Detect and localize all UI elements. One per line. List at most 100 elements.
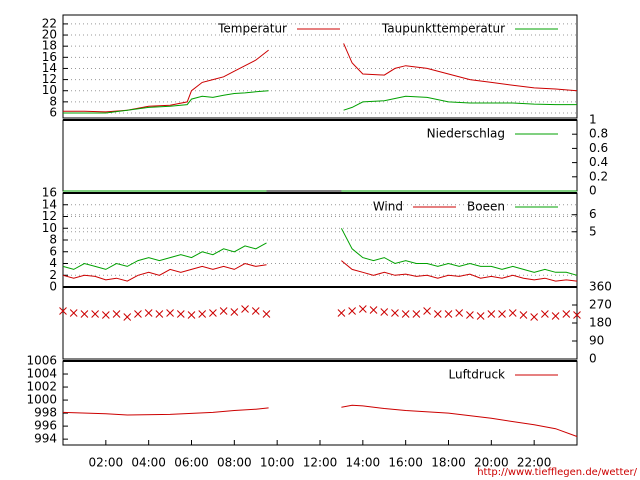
direction-point — [487, 310, 496, 318]
direction-point — [198, 310, 207, 318]
tick-label: 1000 — [26, 393, 57, 407]
x-tick-label: 16:00 — [388, 456, 423, 470]
x-tick-label: 20:00 — [474, 456, 509, 470]
x-tick-label: 06:00 — [174, 456, 209, 470]
tick-label: 6 — [49, 244, 57, 258]
tick-label: 0.6 — [589, 141, 608, 155]
series-line — [62, 404, 578, 437]
direction-point — [209, 309, 217, 317]
x-tick-label: 04:00 — [131, 456, 166, 470]
direction-point — [412, 310, 421, 318]
tick-label: 6 — [589, 207, 597, 221]
x-tick-label: 10:00 — [260, 456, 295, 470]
direction-point — [551, 312, 560, 320]
direction-point — [262, 310, 271, 318]
direction-point — [573, 311, 581, 319]
direction-point — [91, 310, 99, 318]
direction-point — [187, 311, 196, 319]
tick-label: 4 — [49, 256, 57, 270]
tick-label: 10 — [42, 221, 57, 235]
direction-point — [101, 311, 110, 319]
direction-point — [530, 313, 539, 321]
direction-point — [123, 313, 132, 321]
legend-label: Boeen — [467, 200, 505, 214]
tick-label: 360 — [589, 280, 612, 294]
series-line — [63, 90, 577, 114]
direction-point — [433, 310, 442, 318]
tick-label: 12 — [42, 209, 57, 223]
series-line — [63, 43, 578, 113]
tick-label: 2 — [49, 268, 57, 282]
tick-label: 8 — [49, 94, 57, 108]
direction-point — [134, 310, 142, 318]
series-line — [62, 228, 578, 276]
direction-point — [230, 308, 239, 316]
x-tick-label: 08:00 — [217, 456, 252, 470]
tick-label: 0.2 — [589, 169, 608, 183]
x-tick-label: 22:00 — [517, 456, 552, 470]
direction-point — [455, 309, 464, 317]
direction-point — [380, 308, 389, 316]
direction-point — [369, 306, 378, 314]
tick-label: 270 — [589, 298, 612, 312]
panel-frame — [62, 14, 578, 119]
tick-label: 1004 — [26, 367, 57, 381]
direction-point — [166, 309, 174, 317]
tick-label: 998 — [34, 406, 57, 420]
tick-label: 180 — [589, 316, 612, 330]
tick-label: 1 — [589, 113, 597, 127]
direction-point — [69, 309, 78, 317]
tick-label: 0.8 — [589, 127, 608, 141]
legend-label: Wind — [373, 200, 403, 214]
tick-label: 6 — [49, 105, 57, 119]
direction-point — [59, 307, 67, 315]
legend-label: Taupunkttemperatur — [381, 22, 505, 36]
tick-label: 0 — [49, 280, 57, 294]
direction-point — [112, 310, 121, 318]
direction-point — [251, 307, 260, 315]
x-tick-label: 12:00 — [303, 456, 338, 470]
legend-label: Temperatur — [217, 22, 287, 36]
direction-point — [391, 309, 399, 317]
direction-point — [508, 309, 517, 317]
tick-label: 10 — [42, 83, 57, 97]
tick-label: 5 — [589, 224, 597, 238]
tick-label: 16 — [42, 186, 57, 200]
series-line — [62, 260, 578, 282]
tick-label: 0.4 — [589, 155, 608, 169]
tick-label: 12 — [42, 72, 57, 86]
tick-label: 14 — [42, 197, 57, 211]
tick-label: 996 — [34, 419, 57, 433]
tick-label: 1006 — [26, 354, 57, 368]
tick-label: 0 — [589, 352, 597, 366]
direction-point — [476, 312, 485, 320]
tick-label: 22 — [42, 16, 57, 30]
direction-point — [358, 305, 367, 313]
x-tick-label: 18:00 — [431, 456, 466, 470]
direction-point — [498, 310, 506, 318]
tick-label: 18 — [42, 39, 57, 53]
tick-label: 20 — [42, 28, 57, 42]
direction-point — [562, 310, 571, 318]
footer-url: http://www.tiefflegen.de/wetter/ — [477, 467, 637, 478]
direction-point — [348, 307, 356, 315]
direction-point — [466, 311, 474, 319]
direction-point — [241, 305, 249, 313]
tick-label: 16 — [42, 50, 57, 64]
direction-point — [80, 310, 89, 318]
direction-point — [144, 309, 153, 317]
direction-point — [219, 307, 228, 315]
x-tick-label: 02:00 — [89, 456, 124, 470]
direction-point — [541, 310, 549, 318]
direction-point — [401, 310, 410, 318]
legend-label: Luftdruck — [448, 368, 505, 382]
tick-label: 90 — [589, 334, 604, 348]
panel-frame — [62, 286, 578, 360]
direction-point — [519, 311, 528, 319]
direction-point — [176, 310, 185, 318]
direction-point — [337, 309, 346, 317]
x-tick-label: 14:00 — [346, 456, 381, 470]
direction-point — [423, 307, 431, 315]
tick-label: 8 — [49, 233, 57, 247]
